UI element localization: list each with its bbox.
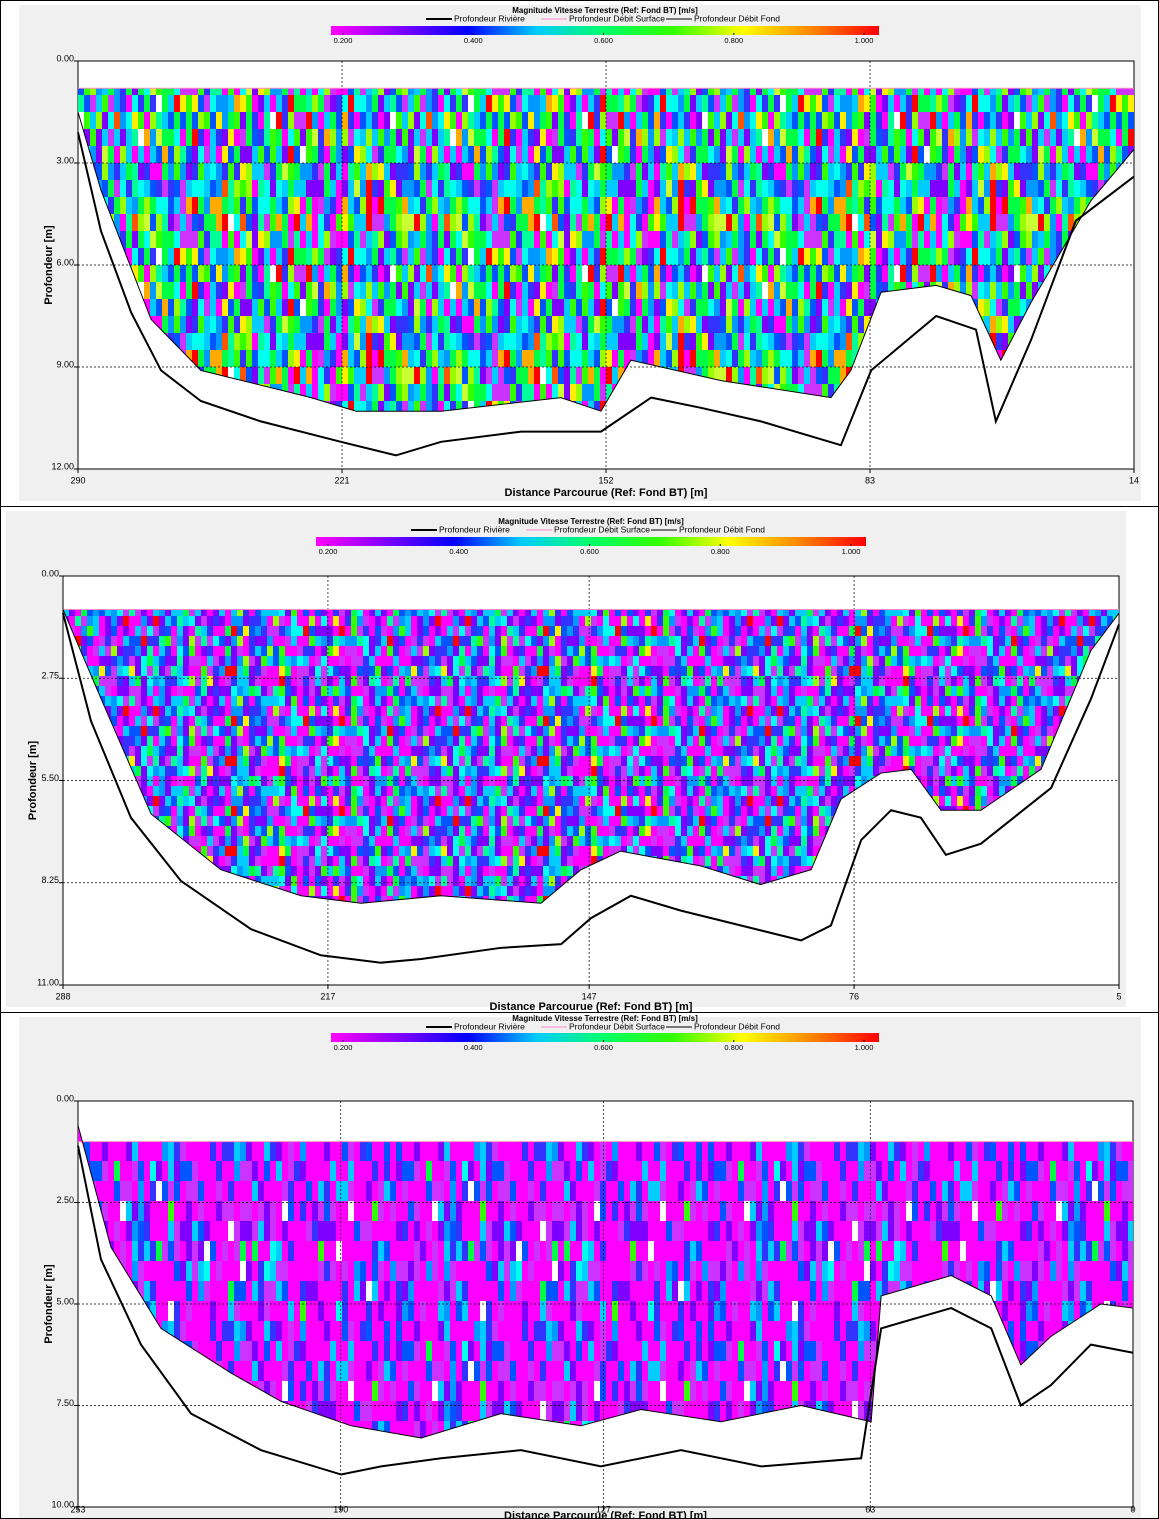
colorbar-tick-label: 0.600 — [594, 36, 613, 45]
x-tick-label: 190 — [333, 1504, 348, 1514]
y-tick-label: 12.00 — [51, 461, 74, 471]
depth-line — [77, 1125, 1134, 1439]
chart-title: Magnitude Vitesse Terrestre (Ref: Fond B… — [512, 1014, 698, 1023]
x-tick-label: 147 — [582, 991, 597, 1001]
legend-label: Profondeur Rivière — [454, 13, 525, 23]
legend-label: Profondeur Débit Surface — [554, 524, 650, 534]
legend-label: Profondeur Débit Fond — [679, 524, 765, 534]
colorbar-tick-label: 0.200 — [334, 1043, 353, 1052]
x-tick-label: 221 — [334, 475, 349, 485]
y-axis-label: Profondeur [m] — [27, 740, 39, 820]
y-tick-label: 0.00 — [56, 53, 74, 63]
y-axis-label: Profondeur [m] — [43, 225, 55, 305]
colorbar — [331, 26, 879, 35]
colorbar — [331, 1033, 879, 1042]
colorbar-tick-label: 1.000 — [855, 36, 874, 45]
x-tick-label: 76 — [849, 991, 859, 1001]
panel: 0.00 2.50 5.00 7.50 10.00 253 190 127 63 0 Magnitu… — [0, 1012, 1159, 1519]
y-tick-label: 7.50 — [56, 1398, 74, 1408]
panel: 0.00 3.00 6.00 9.00 12.00 290 221 152 83 14 Magnit… — [0, 0, 1159, 507]
depth-line — [77, 111, 1135, 412]
y-tick-label: 0.00 — [56, 1093, 74, 1103]
depth-line — [62, 609, 1120, 904]
colorbar-tick-label: 0.800 — [711, 547, 730, 556]
legend-label: Profondeur Débit Surface — [569, 1021, 665, 1031]
x-tick-label: 63 — [865, 1504, 875, 1514]
colorbar-tick-label: 0.600 — [580, 547, 599, 556]
colorbar — [316, 537, 866, 546]
y-tick-label: 5.50 — [41, 773, 59, 783]
legend-label: Profondeur Débit Fond — [694, 13, 780, 23]
x-tick-label: 127 — [596, 1504, 611, 1514]
x-tick-label: 14 — [1129, 475, 1139, 485]
y-tick-label: 0.00 — [41, 568, 59, 578]
colorbar-tick-label: 0.600 — [594, 1043, 613, 1052]
colorbar-tick-label: 1.000 — [842, 547, 861, 556]
y-tick-label: 2.50 — [56, 1195, 74, 1205]
colorbar-tick-label: 0.200 — [334, 36, 353, 45]
chart: 0.00 3.00 6.00 9.00 12.00 290 221 152 83 14 Magnit… — [19, 5, 1141, 501]
chart: 0.00 2.75 5.50 8.25 11.00 288 217 147 76 5 Magnitu… — [6, 511, 1126, 1012]
colorbar-tick-label: 1.000 — [855, 1043, 874, 1052]
colorbar-tick-label: 0.400 — [449, 547, 468, 556]
y-tick-label: 2.75 — [41, 671, 59, 681]
colorbar-tick-label: 0.400 — [464, 1043, 483, 1052]
x-tick-label: 288 — [55, 991, 70, 1001]
chart-title: Magnitude Vitesse Terrestre (Ref: Fond B… — [498, 517, 684, 526]
depth-line — [77, 1145, 1134, 1476]
y-tick-label: 3.00 — [56, 155, 74, 165]
y-tick-label: 9.00 — [56, 359, 74, 369]
x-tick-label: 217 — [320, 991, 335, 1001]
x-tick-label: 83 — [865, 475, 875, 485]
x-tick-label: 253 — [70, 1504, 85, 1514]
colorbar-tick-label: 0.400 — [464, 36, 483, 45]
panel: 0.00 2.75 5.50 8.25 11.00 288 217 147 76 5 Magnitu… — [0, 506, 1159, 1013]
colorbar-tick-label: 0.800 — [724, 36, 743, 45]
y-tick-label: 8.25 — [41, 875, 59, 885]
velocity-area — [78, 1125, 1133, 1438]
colorbar-tick-label: 0.200 — [319, 547, 338, 556]
chart-title: Magnitude Vitesse Terrestre (Ref: Fond B… — [512, 6, 698, 15]
x-tick-label: 290 — [70, 475, 85, 485]
legend-label: Profondeur Rivière — [454, 1021, 525, 1031]
legend-label: Profondeur Débit Fond — [694, 1021, 780, 1031]
x-axis-label: Distance Parcourue (Ref: Fond BT) [m] — [505, 487, 708, 499]
legend-label: Profondeur Débit Surface — [569, 13, 665, 23]
x-axis-label: Distance Parcourue (Ref: Fond BT) [m] — [490, 1001, 693, 1012]
x-tick-label: 0 — [1130, 1504, 1135, 1514]
depth-line — [62, 612, 1120, 964]
y-tick-label: 5.00 — [56, 1296, 74, 1306]
colorbar-tick-label: 0.800 — [724, 1043, 743, 1052]
x-tick-label: 5 — [1116, 991, 1121, 1001]
depth-line — [77, 132, 1135, 457]
y-tick-label: 10.00 — [51, 1499, 74, 1509]
x-tick-label: 152 — [598, 475, 613, 485]
x-axis-label: Distance Parcourue (Ref: Fond BT) [m] — [504, 1510, 707, 1518]
velocity-area — [63, 609, 1119, 904]
y-tick-label: 6.00 — [56, 257, 74, 267]
legend-label: Profondeur Rivière — [439, 524, 510, 534]
y-axis-label: Profondeur [m] — [43, 1264, 55, 1344]
y-tick-label: 11.00 — [37, 977, 59, 987]
